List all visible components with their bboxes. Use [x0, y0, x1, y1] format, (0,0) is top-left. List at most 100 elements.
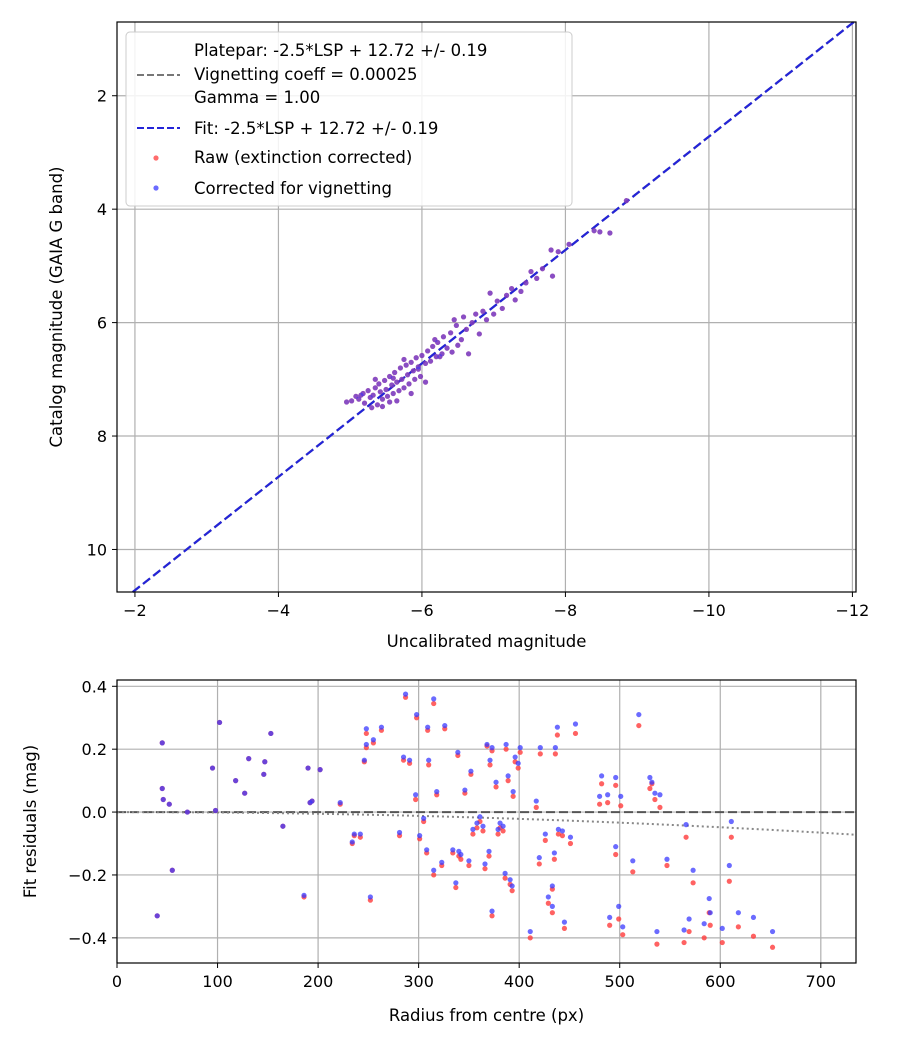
- raw-residual-point: [618, 803, 624, 809]
- legend: Platepar: -2.5*LSP + 12.72 +/- 0.19 Vign…: [125, 31, 573, 207]
- bottom-x-tick-label: 0: [112, 972, 122, 991]
- corrected-point: [410, 368, 416, 374]
- raw-residual-point: [630, 869, 636, 875]
- corrected-point: [463, 326, 470, 333]
- raw-residual-point: [413, 796, 419, 803]
- corrected-residual-point: [442, 722, 448, 729]
- corrected-point: [394, 398, 400, 404]
- corrected-point: [372, 385, 378, 391]
- corrected-residual-point: [735, 910, 741, 916]
- corrected-point: [523, 280, 529, 286]
- corrected-residual-point: [209, 765, 216, 771]
- corrected-point: [387, 399, 393, 405]
- corrected-point: [361, 400, 368, 406]
- corrected-point: [444, 345, 450, 351]
- corrected-residual-point: [512, 754, 518, 760]
- corrected-residual-point: [510, 789, 516, 795]
- corrected-point: [343, 399, 350, 405]
- bottom-y-tick-label: 0.2: [82, 740, 107, 759]
- legend-box: [125, 31, 573, 207]
- raw-residual-point: [664, 862, 670, 869]
- corrected-point: [392, 369, 398, 376]
- top-y-tick-label: 10: [87, 540, 107, 559]
- corrected-residual-point: [462, 787, 468, 793]
- raw-residual-point: [495, 831, 501, 837]
- corrected-point: [404, 372, 411, 378]
- corrected-residual-point: [431, 696, 437, 702]
- calibration-plot: −2 −4 −6 −8 −10 −12 2 4 6 8 10 Uncalibrated magni…: [47, 21, 870, 651]
- corrected-point: [455, 342, 461, 348]
- corrected-residual-point: [728, 818, 734, 825]
- corrected-point: [458, 337, 464, 343]
- corrected-residual-point: [607, 914, 613, 921]
- legend-raw-label: Raw (extinction corrected): [194, 148, 412, 167]
- raw-residual-point: [500, 828, 506, 834]
- corrected-point: [399, 376, 405, 382]
- corrected-residual-point: [493, 779, 499, 785]
- corrected-residual-point: [474, 820, 480, 826]
- corrected-residual-point: [458, 851, 464, 858]
- raw-residual-point: [515, 765, 521, 771]
- corrected-residual-point: [613, 844, 619, 850]
- corrected-residual-point: [357, 831, 363, 837]
- corrected-point: [394, 379, 400, 385]
- corrected-point: [377, 389, 383, 395]
- corrected-point: [591, 228, 597, 234]
- corrected-point: [356, 396, 362, 402]
- corrected-residual-point: [424, 847, 430, 853]
- top-x-tick-label: −12: [836, 601, 870, 620]
- corrected-residual-point: [701, 921, 707, 927]
- top-y-tick-label: 6: [97, 314, 107, 333]
- corrected-residual-point: [367, 894, 373, 900]
- corrected-point: [374, 402, 381, 408]
- raw-residual-point: [487, 762, 493, 768]
- legend-platepar-line-1: Platepar: -2.5*LSP + 12.72 +/- 0.19: [194, 41, 487, 60]
- corrected-residual-point: [242, 790, 248, 796]
- corrected-point: [528, 268, 534, 275]
- raw-residual-point: [533, 804, 539, 810]
- corrected-residual-point: [537, 745, 543, 751]
- raw-residual-point: [561, 925, 568, 932]
- legend-raw-marker: [153, 155, 159, 161]
- corrected-point: [390, 390, 396, 397]
- corrected-residual-point: [552, 745, 558, 751]
- corrected-residual-point: [507, 877, 513, 883]
- corrected-residual-point: [484, 741, 490, 748]
- raw-residual-point: [567, 840, 574, 847]
- corrected-residual-point: [216, 719, 223, 726]
- corrected-point: [440, 334, 447, 340]
- corrected-residual-point: [503, 741, 509, 748]
- top-x-tick-label: −2: [123, 601, 147, 620]
- corrected-residual-point: [470, 826, 476, 832]
- fit-line: [132, 21, 855, 593]
- corrected-point: [401, 356, 407, 363]
- corrected-point: [406, 381, 412, 387]
- bottom-y-ticks: −0.4 −0.2 0.0 0.2 0.4: [68, 677, 117, 948]
- raw-residual-point: [701, 935, 707, 941]
- raw-residual-point: [719, 939, 725, 946]
- corrected-point: [480, 308, 486, 314]
- raw-residual-point: [620, 932, 626, 938]
- legend-corrected-marker: [153, 185, 159, 191]
- bottom-y-tick-label: 0.4: [82, 677, 107, 696]
- corrected-point: [419, 352, 425, 359]
- bottom-x-tick-label: 300: [403, 972, 434, 991]
- corrected-residual-point: [413, 792, 419, 798]
- raw-residual-point: [599, 781, 605, 787]
- corrected-residual-point: [246, 756, 252, 762]
- corrected-residual-point: [159, 785, 165, 792]
- corrected-residual-point: [349, 839, 355, 845]
- raw-residual-point: [536, 861, 542, 867]
- corrected-point: [503, 292, 510, 298]
- corrected-point: [453, 322, 459, 329]
- corrected-residual-point: [233, 778, 239, 784]
- raw-residual-point: [726, 878, 732, 884]
- raw-residual-point: [489, 913, 495, 919]
- corrected-residual-point: [683, 822, 689, 828]
- raw-residual-point: [480, 828, 486, 834]
- top-fit-lines: [132, 21, 855, 593]
- corrected-residual-point: [400, 754, 407, 760]
- corrected-residual-point: [154, 913, 160, 919]
- corrected-residual-point: [542, 831, 548, 837]
- raw-residual-point: [517, 749, 523, 755]
